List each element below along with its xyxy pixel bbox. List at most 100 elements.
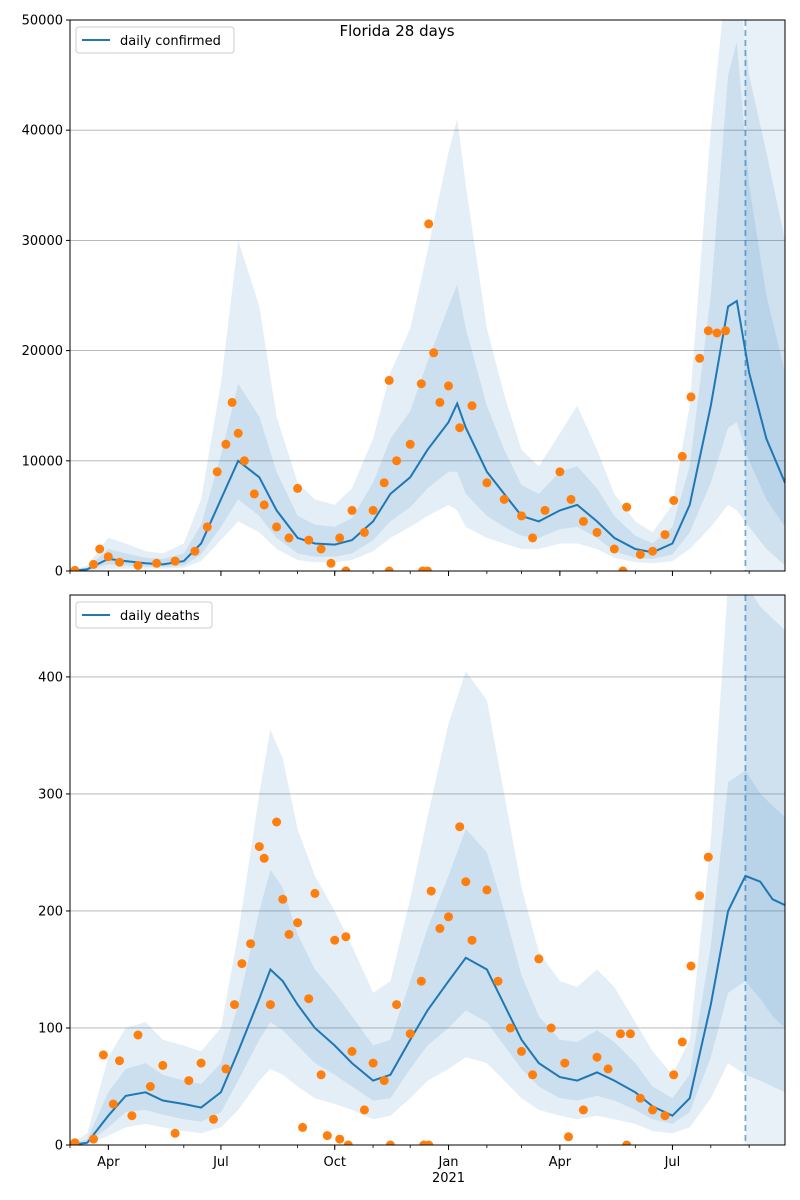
data-point [482,885,492,895]
data-point [592,527,602,537]
data-point [272,522,282,532]
x-tick-label: Apr [97,1155,120,1170]
data-point [648,1105,658,1115]
data-point [635,1093,645,1103]
data-point [499,494,509,504]
uncertainty-band-1 [70,770,785,1145]
data-point [703,852,713,862]
data-point [310,888,320,898]
y-tick-label: 0 [55,1139,63,1154]
data-point [170,1128,180,1138]
data-point [461,877,471,887]
data-point [669,496,679,505]
data-point [392,456,402,466]
data-point [316,544,326,554]
data-point [335,1134,345,1144]
x-tick-label: Oct [323,1155,345,1170]
data-point [133,1030,143,1040]
data-point [517,511,526,521]
x-year-label: 2021 [432,1171,465,1186]
data-point [435,924,445,933]
data-point [221,439,231,449]
uncertainty-band-0 [70,20,785,571]
data-point [145,1082,155,1091]
data-point [239,456,249,466]
data-point [416,976,426,986]
data-point [158,1060,168,1070]
data-point [609,544,619,554]
data-point [254,842,264,852]
data-point [221,1064,231,1074]
data-point [293,918,303,928]
data-point [190,546,200,556]
data-point [196,1058,206,1068]
data-point [249,489,259,499]
data-point [721,326,731,336]
data-point [660,530,670,540]
data-point [566,494,576,504]
data-point [695,891,705,901]
data-point [528,1070,538,1080]
data-point [298,1122,308,1132]
data-point [368,1058,378,1068]
data-point [70,565,80,571]
data-point [170,556,180,566]
data-point [212,467,222,477]
data-point [89,559,98,569]
data-point [237,959,247,969]
data-point [703,326,713,336]
data-point [455,822,465,832]
data-point [712,328,722,338]
y-tick-label: 0 [55,565,63,580]
data-point [246,939,256,949]
y-tick-label: 300 [38,787,63,802]
data-point [592,1052,602,1062]
uncertainty-band-1 [70,42,785,571]
data-point [444,381,453,391]
data-point [265,1000,275,1010]
data-point [359,1105,369,1115]
data-point [424,219,434,229]
data-point [233,428,243,438]
data-point [482,478,492,488]
data-point [385,1140,395,1145]
data-point [578,1105,588,1115]
data-point [103,552,113,562]
data-point [429,348,439,358]
data-point [98,1050,108,1060]
data-point [564,1132,573,1142]
data-point [341,566,351,571]
legend-label: daily deaths [120,609,200,624]
data-point [293,483,303,493]
axes-frame [69,594,786,1146]
data-point [127,1111,137,1121]
data-point [330,935,340,945]
data-point [259,853,269,863]
data-point [560,1058,570,1068]
data-point [635,550,645,559]
data-point [455,423,465,433]
data-point [259,500,269,510]
data-point [115,557,124,567]
data-point [379,478,389,488]
data-point [343,1140,353,1145]
legend: daily confirmed [75,26,235,54]
data-point [405,1029,415,1039]
data-point [467,935,477,945]
data-point [493,976,503,986]
data-point [115,1056,124,1066]
y-tick-label: 10000 [22,454,63,469]
data-point [316,1070,326,1080]
y-tick-label: 30000 [22,234,63,249]
x-tick-label: Jan [438,1155,459,1170]
data-point [95,544,105,554]
data-point [359,527,369,537]
data-point [326,558,336,568]
data-point [209,1114,218,1124]
plot-area [70,595,785,1145]
data-point [603,1064,613,1074]
data-point [202,522,212,532]
data-point [534,954,544,964]
data-point [686,392,696,402]
